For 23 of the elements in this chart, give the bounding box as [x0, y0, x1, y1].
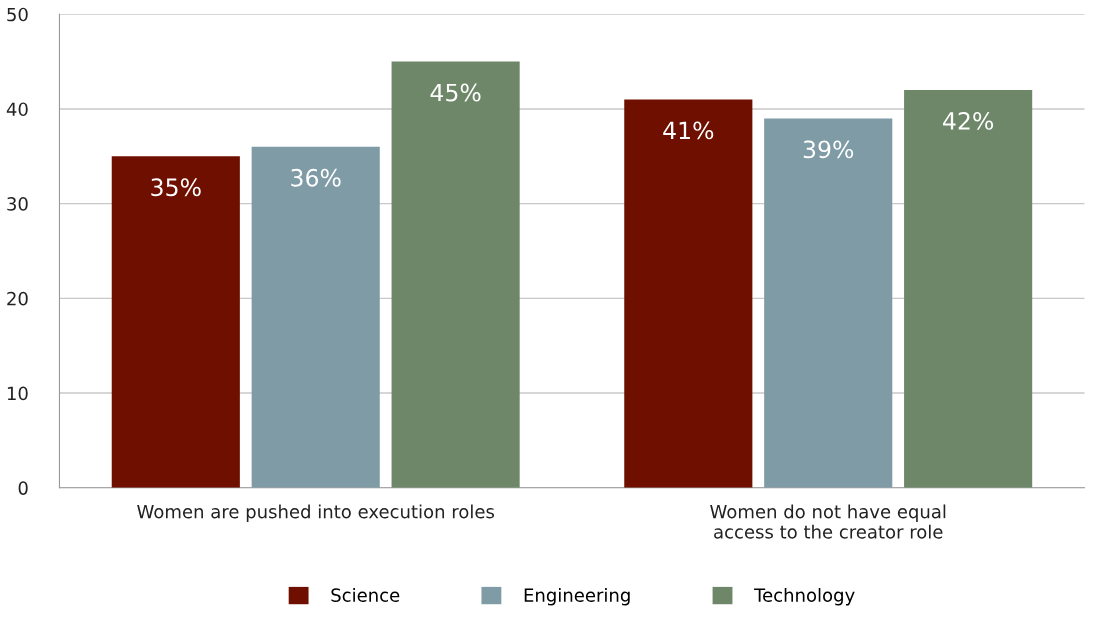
data-label: 42% — [943, 112, 994, 130]
legend-label: Science — [331, 587, 400, 602]
bar — [251, 146, 380, 488]
y-tick-label: 10 — [7, 386, 28, 401]
bar — [624, 99, 753, 488]
data-label: 45% — [430, 83, 481, 102]
data-label: 35% — [151, 178, 201, 197]
y-tick-label: 20 — [7, 291, 28, 306]
data-label: 41% — [663, 121, 714, 140]
y-tick-label: 0 — [18, 481, 28, 495]
bar — [111, 156, 240, 488]
data-label: 36% — [291, 168, 341, 187]
bar — [764, 118, 893, 488]
bar — [904, 90, 1033, 488]
y-tick-label: 30 — [7, 197, 28, 211]
x-tick-label: Women are pushed into execution roles — [137, 504, 494, 522]
x-tick-label: Women do not have equal access to the creator role — [710, 504, 946, 539]
legend-label: Technology — [754, 587, 855, 606]
y-tick-label: 50 — [7, 7, 28, 22]
legend-label: Engineering — [524, 587, 630, 606]
bar — [391, 61, 520, 488]
data-label: 39% — [803, 140, 854, 159]
y-tick-label: 40 — [6, 102, 28, 117]
